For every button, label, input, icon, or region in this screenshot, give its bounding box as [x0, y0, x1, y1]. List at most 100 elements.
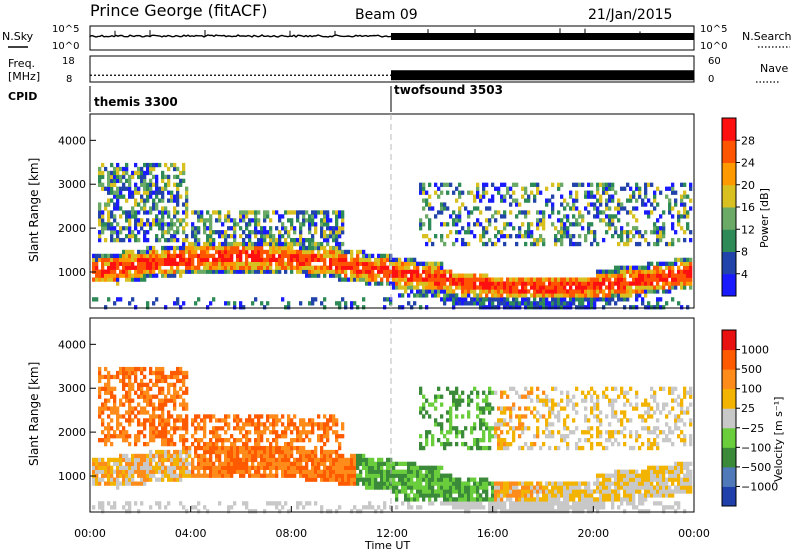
data-cell	[422, 473, 426, 478]
data-cell	[179, 465, 183, 470]
data-cell	[356, 305, 360, 310]
data-cell	[167, 386, 171, 391]
data-cell	[440, 485, 444, 490]
data-cell	[428, 473, 432, 478]
data-cell	[293, 445, 297, 451]
data-cell	[173, 166, 177, 172]
data-cell	[434, 281, 438, 286]
data-cell	[224, 445, 228, 451]
data-cell	[587, 305, 591, 310]
data-cell	[116, 281, 120, 286]
data-cell	[254, 414, 258, 419]
data-cell	[548, 406, 552, 411]
data-cell	[110, 226, 114, 231]
data-cell	[113, 218, 117, 223]
data-cell	[572, 234, 576, 239]
data-cell	[224, 418, 228, 423]
data-cell	[419, 441, 423, 447]
data-cell	[347, 477, 351, 482]
data-cell	[482, 418, 486, 423]
data-cell	[605, 186, 609, 191]
data-cell	[179, 269, 183, 274]
data-cell	[245, 253, 249, 259]
data-cell	[311, 218, 315, 223]
data-cell	[137, 418, 141, 423]
data-cell	[500, 182, 504, 187]
data-cell	[464, 293, 468, 298]
data-cell	[626, 182, 630, 187]
data-cell	[602, 281, 606, 286]
data-cell	[401, 269, 405, 274]
data-cell	[590, 501, 594, 506]
data-cell	[98, 410, 102, 415]
data-cell	[464, 505, 468, 510]
power-ylabel: Slant Range [km]	[27, 158, 41, 262]
data-cell	[239, 426, 243, 431]
data-cell	[371, 253, 375, 259]
data-cell	[671, 186, 675, 191]
data-cell	[173, 418, 177, 423]
data-cell	[326, 449, 330, 455]
data-cell	[248, 230, 252, 235]
data-cell	[458, 501, 462, 506]
data-cell	[359, 249, 363, 255]
data-cell	[386, 461, 390, 467]
data-cell	[584, 493, 588, 498]
data-cell	[143, 461, 147, 467]
data-cell	[422, 402, 426, 407]
data-cell	[233, 461, 237, 467]
data-cell	[140, 277, 144, 282]
data-cell	[98, 366, 102, 372]
data-cell	[287, 426, 291, 431]
data-cell	[128, 226, 132, 231]
data-cell	[185, 473, 189, 478]
data-cell	[128, 418, 132, 423]
data-cell	[446, 441, 450, 447]
data-cell	[161, 366, 165, 372]
data-cell	[311, 234, 315, 239]
data-cell	[161, 234, 165, 239]
data-cell	[251, 210, 255, 215]
data-cell	[452, 477, 456, 482]
data-cell	[125, 198, 129, 203]
data-cell	[95, 265, 99, 270]
data-cell	[170, 457, 174, 463]
data-cell	[134, 461, 138, 467]
data-cell	[482, 301, 486, 306]
data-cell	[320, 426, 324, 431]
data-cell	[410, 285, 414, 290]
data-cell	[530, 398, 534, 403]
data-cell	[227, 245, 231, 251]
data-cell	[218, 257, 222, 263]
data-cell	[644, 289, 648, 294]
data-cell	[167, 245, 171, 251]
data-cell	[143, 394, 147, 399]
data-cell	[326, 210, 330, 215]
data-cell	[485, 289, 489, 294]
data-cell	[461, 281, 465, 286]
data-cell	[554, 493, 558, 498]
data-cell	[509, 186, 513, 191]
data-cell	[206, 218, 210, 223]
data-cell	[131, 234, 135, 239]
data-cell	[398, 469, 402, 474]
data-cell	[170, 261, 174, 266]
data-cell	[440, 501, 444, 506]
data-cell	[164, 186, 168, 191]
data-cell	[110, 214, 114, 219]
data-cell	[596, 289, 600, 294]
data-cell	[287, 453, 291, 459]
data-cell	[293, 461, 297, 467]
data-cell	[380, 281, 384, 286]
data-cell	[638, 190, 642, 195]
data-cell	[221, 465, 225, 470]
data-cell	[263, 473, 267, 478]
data-cell	[539, 501, 543, 506]
data-cell	[170, 394, 174, 399]
data-cell	[131, 418, 135, 423]
data-cell	[287, 422, 291, 427]
data-cell	[566, 226, 570, 231]
data-cell	[191, 434, 195, 439]
data-cell	[269, 265, 273, 270]
